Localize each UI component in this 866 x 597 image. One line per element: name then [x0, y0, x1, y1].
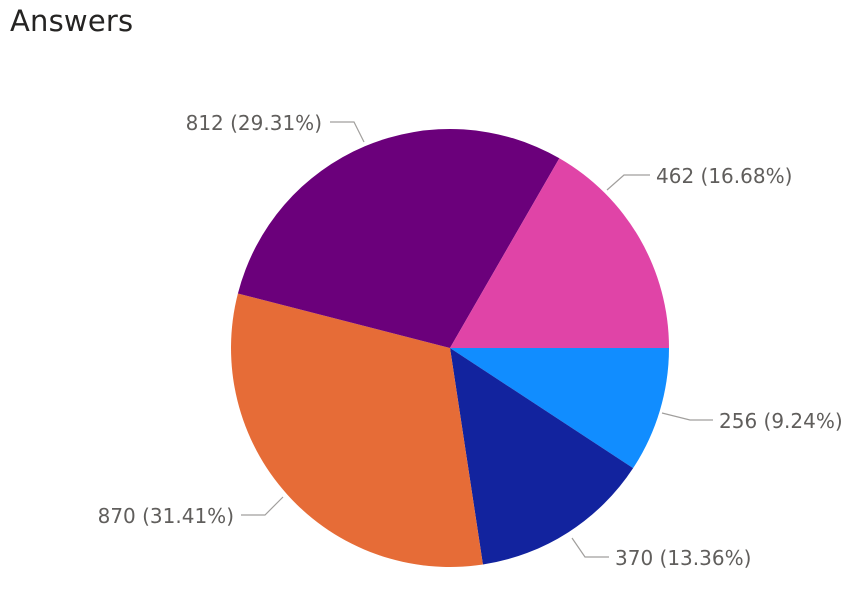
- pie-slice-4[interactable]: [450, 158, 669, 348]
- pie-slice-0[interactable]: [450, 348, 669, 469]
- data-label-4: 462 (16.68%): [656, 164, 792, 188]
- pie-slice-3[interactable]: [237, 129, 560, 348]
- data-label-0: 256 (9.24%): [719, 409, 843, 433]
- leader-line-2: [241, 496, 284, 516]
- data-label-3: 812 (29.31%): [186, 111, 322, 135]
- chart-title: Answers: [10, 4, 134, 38]
- leader-line-0: [661, 412, 713, 421]
- leader-line-3: [330, 121, 365, 143]
- leader-line-1: [571, 537, 609, 558]
- pie-slices: [231, 129, 669, 567]
- pie-slice-1[interactable]: [450, 348, 634, 565]
- data-labels: 256 (9.24%) 370 (13.36%) 870 (31.41%) 812 (…: [98, 111, 843, 570]
- pie-slice-2[interactable]: [231, 293, 483, 567]
- data-label-1: 370 (13.36%): [615, 546, 751, 570]
- label-leader-lines: [241, 121, 713, 558]
- leader-line-4: [606, 174, 650, 191]
- data-label-2: 870 (31.41%): [98, 504, 234, 528]
